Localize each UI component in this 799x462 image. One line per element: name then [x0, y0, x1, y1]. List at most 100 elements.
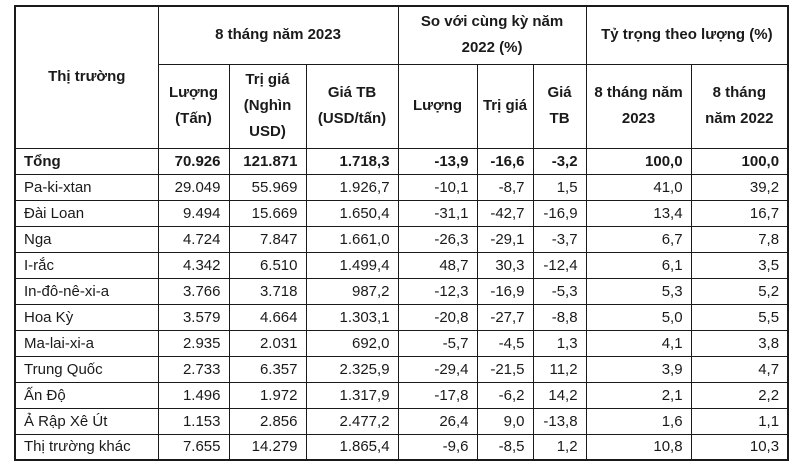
header-share-2022: 8 tháng năm 2022 [690, 63, 789, 149]
value-cell: -10,1 [397, 173, 478, 201]
table-row: Pa-ki-xtan 29.049 55.969 1.926,7 -10,1 -8,7 1,… [14, 173, 789, 201]
table-row: Ấn Độ 1.496 1.972 1.317,9 -17,8 -6,2 14,2 2,1 2,… [14, 381, 789, 409]
value-cell: 3.766 [157, 277, 230, 305]
value-cell: 987,2 [305, 277, 399, 305]
value-cell: 1.499,4 [305, 251, 399, 279]
value-cell: -9,6 [397, 433, 478, 461]
value-cell: 2.733 [157, 355, 230, 383]
value-cell: 4,1 [585, 329, 692, 357]
value-cell: 2.856 [228, 407, 307, 435]
value-cell: 6,7 [585, 225, 692, 253]
value-cell: 1,3 [532, 329, 587, 357]
value-cell: 5,2 [690, 277, 789, 305]
value-cell: 9.494 [157, 199, 230, 227]
value-cell: 2,1 [585, 381, 692, 409]
value-cell: 6,1 [585, 251, 692, 279]
value-cell: -20,8 [397, 303, 478, 331]
value-cell: -42,7 [476, 199, 534, 227]
value-cell: -12,3 [397, 277, 478, 305]
table-row: Ả Rập Xê Út 1.153 2.856 2.477,2 26,4 9,0 -13,8… [14, 407, 789, 435]
value-cell: -13,9 [397, 147, 478, 175]
value-cell: 1.317,9 [305, 381, 399, 409]
table-row: Đài Loan 9.494 15.669 1.650,4 -31,1 -42,7 -16,… [14, 199, 789, 227]
value-cell: 10,3 [690, 433, 789, 461]
value-cell: 1.926,7 [305, 173, 399, 201]
market-cell: In-đô-nê-xi-a [14, 277, 159, 305]
value-cell: 1,1 [690, 407, 789, 435]
value-cell: -16,9 [532, 199, 587, 227]
value-cell: -21,5 [476, 355, 534, 383]
value-cell: 2.935 [157, 329, 230, 357]
value-cell: 6.510 [228, 251, 307, 279]
market-cell: Pa-ki-xtan [14, 173, 159, 201]
header-sub-row: Lượng (Tấn) Trị giá (Nghìn USD) Giá TB (… [15, 63, 789, 149]
value-cell: -26,3 [397, 225, 478, 253]
table-header: Thị trường 8 tháng năm 2023 So với cùng … [14, 5, 789, 149]
value-cell: 70.926 [157, 147, 230, 175]
header-group-row: Thị trường 8 tháng năm 2023 So với cùng … [14, 5, 789, 149]
value-cell: 9,0 [476, 407, 534, 435]
value-cell: -8,7 [476, 173, 534, 201]
value-cell: -17,8 [397, 381, 478, 409]
value-cell: 1.865,4 [305, 433, 399, 461]
table-body: Tổng 70.926 121.871 1.718,3 -13,9 -16,6 -3,2 10… [14, 147, 789, 461]
value-cell: -3,7 [532, 225, 587, 253]
market-cell: I-rắc [14, 251, 159, 279]
value-cell: 29.049 [157, 173, 230, 201]
value-cell: -29,1 [476, 225, 534, 253]
value-cell: 5,3 [585, 277, 692, 305]
value-cell: 1.718,3 [305, 147, 399, 175]
value-cell: 7.847 [228, 225, 307, 253]
table-row: Ma-lai-xi-a 2.935 2.031 692,0 -5,7 -4,5 1,3 4,1… [14, 329, 789, 357]
header-group-yoy: So với cùng kỳ năm 2022 (%) [397, 5, 587, 65]
header-yoy-value: Trị giá [476, 63, 534, 149]
value-cell: -16,6 [476, 147, 534, 175]
value-cell: 1,2 [532, 433, 587, 461]
value-cell: 15.669 [228, 199, 307, 227]
table-row: Hoa Kỳ 3.579 4.664 1.303,1 -20,8 -27,7 -8,8 5,0… [14, 303, 789, 331]
value-cell: 692,0 [305, 329, 399, 357]
value-cell: 5,5 [690, 303, 789, 331]
market-cell: Ma-lai-xi-a [14, 329, 159, 357]
value-cell: 7,8 [690, 225, 789, 253]
value-cell: 1.153 [157, 407, 230, 435]
market-cell: Hoa Kỳ [14, 303, 159, 331]
value-cell: 39,2 [690, 173, 789, 201]
header-volume-tons: Lượng (Tấn) [157, 63, 230, 149]
header-value-usd: Trị giá (Nghìn USD) [228, 63, 307, 149]
market-cell: Đài Loan [14, 199, 159, 227]
header-market: Thị trường [14, 5, 159, 149]
value-cell: 30,3 [476, 251, 534, 279]
value-cell: -16,9 [476, 277, 534, 305]
value-cell: 4.342 [157, 251, 230, 279]
table-row: I-rắc 4.342 6.510 1.499,4 48,7 30,3 -12,4 6,1 3,… [14, 251, 789, 279]
value-cell: 26,4 [397, 407, 478, 435]
value-cell: 14.279 [228, 433, 307, 461]
table-row: In-đô-nê-xi-a 3.766 3.718 987,2 -12,3 -16,9 -5… [14, 277, 789, 305]
value-cell: -8,8 [532, 303, 587, 331]
value-cell: 4,7 [690, 355, 789, 383]
value-cell: 121.871 [228, 147, 307, 175]
value-cell: -4,5 [476, 329, 534, 357]
value-cell: -8,5 [476, 433, 534, 461]
value-cell: 10,8 [585, 433, 692, 461]
value-cell: 7.655 [157, 433, 230, 461]
header-avg-price: Giá TB (USD/tấn) [305, 63, 399, 149]
value-cell: -6,2 [476, 381, 534, 409]
market-cell: Ả Rập Xê Út [14, 407, 159, 435]
value-cell: 14,2 [532, 381, 587, 409]
value-cell: 1,5 [532, 173, 587, 201]
value-cell: 1,6 [585, 407, 692, 435]
value-cell: -29,4 [397, 355, 478, 383]
value-cell: -31,1 [397, 199, 478, 227]
value-cell: -13,8 [532, 407, 587, 435]
value-cell: 5,0 [585, 303, 692, 331]
market-cell: Thị trường khác [14, 433, 159, 461]
header-group-2023: 8 tháng năm 2023 [157, 5, 399, 65]
table-row: Thị trường khác 7.655 14.279 1.865,4 -9,6 -8,… [14, 433, 789, 461]
value-cell: 100,0 [690, 147, 789, 175]
header-yoy-avg-price: Giá TB [532, 63, 587, 149]
market-cell: Nga [14, 225, 159, 253]
market-cell: Ấn Độ [14, 381, 159, 409]
value-cell: 100,0 [585, 147, 692, 175]
